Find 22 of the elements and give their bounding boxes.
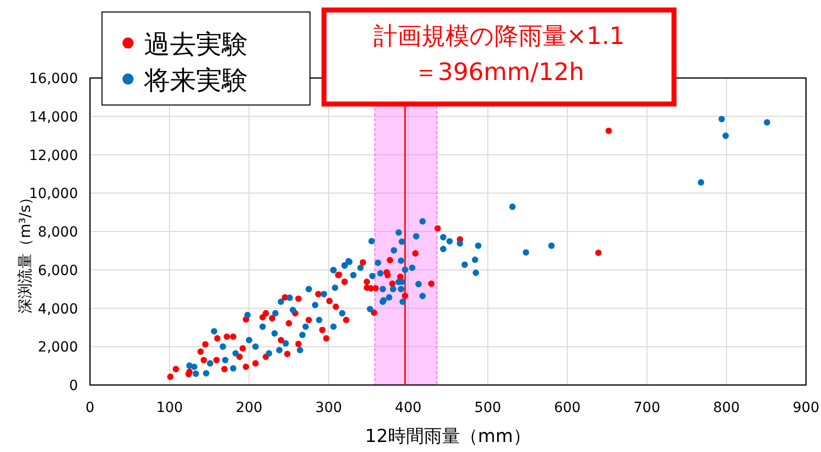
- x-tick-label: 200: [236, 400, 262, 416]
- callout-box: 計画規模の降雨量×1.1＝396mm/12h: [322, 8, 676, 106]
- y-tick-label: 8,000: [38, 224, 78, 240]
- x-tick-label: 100: [156, 400, 183, 416]
- x-tick-label: 0: [86, 400, 94, 416]
- legend-label: 将来実験: [143, 66, 248, 96]
- legend-label: 過去実験: [144, 30, 248, 60]
- x-axis-title: 12時間雨量（mm）: [365, 426, 531, 447]
- x-tick-label: 700: [634, 400, 660, 416]
- y-tick-label: 6,000: [38, 262, 78, 279]
- y-tick-label: 12,000: [29, 148, 78, 164]
- x-tick-label: 500: [474, 400, 502, 416]
- x-tick-label: 600: [554, 400, 581, 416]
- x-tick-label: 400: [394, 400, 422, 416]
- y-tick-label: 16,000: [29, 71, 78, 87]
- y-tick-label: 2,000: [38, 340, 78, 356]
- x-tick-label: 900: [792, 400, 820, 416]
- y-tick-label: 4,000: [38, 301, 78, 318]
- x-tick-label: 300: [315, 400, 342, 416]
- y-tick-label: 14,000: [29, 109, 78, 126]
- y-tick-label: 0: [69, 378, 78, 394]
- x-tick-label: 800: [713, 400, 740, 416]
